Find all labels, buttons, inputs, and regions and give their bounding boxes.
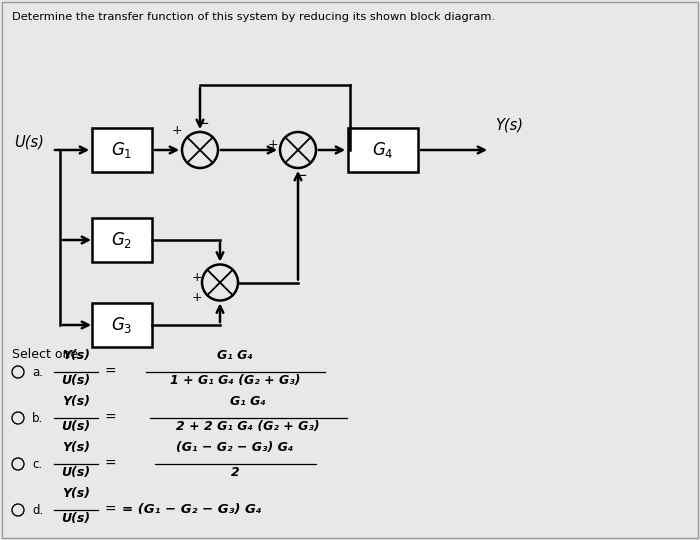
Text: U(s): U(s) — [62, 466, 90, 479]
Text: Y(s): Y(s) — [495, 118, 523, 132]
Text: b.: b. — [32, 411, 43, 424]
Text: $G_2$: $G_2$ — [111, 230, 132, 250]
FancyBboxPatch shape — [92, 303, 152, 347]
Text: a.: a. — [32, 366, 43, 379]
Text: 2: 2 — [230, 466, 239, 479]
Text: U(s): U(s) — [62, 420, 90, 433]
Text: Y(s): Y(s) — [62, 349, 90, 362]
Text: 1 + G₁ G₄ (G₂ + G₃): 1 + G₁ G₄ (G₂ + G₃) — [169, 374, 300, 387]
Text: −: − — [197, 117, 209, 132]
Text: U(s): U(s) — [62, 512, 90, 525]
FancyBboxPatch shape — [92, 128, 152, 172]
FancyBboxPatch shape — [92, 218, 152, 262]
Text: =: = — [104, 365, 116, 379]
Text: $G_4$: $G_4$ — [372, 140, 394, 160]
Text: c.: c. — [32, 457, 42, 470]
Text: =: = — [104, 411, 116, 425]
Text: Y(s): Y(s) — [62, 441, 90, 454]
Text: Y(s): Y(s) — [62, 487, 90, 500]
Text: Determine the transfer function of this system by reducing its shown block diagr: Determine the transfer function of this … — [12, 12, 495, 22]
Text: +: + — [172, 124, 182, 137]
Text: Select one:: Select one: — [12, 348, 83, 361]
Text: d.: d. — [32, 503, 43, 516]
Text: $G_1$: $G_1$ — [111, 140, 132, 160]
Text: =: = — [104, 503, 116, 517]
Text: = (G₁ − G₂ − G₃) G₄: = (G₁ − G₂ − G₃) G₄ — [122, 503, 262, 516]
Text: +: + — [267, 138, 279, 152]
Text: U(s): U(s) — [14, 134, 44, 150]
Text: +: + — [192, 291, 202, 304]
Text: G₁ G₄: G₁ G₄ — [230, 395, 266, 408]
FancyBboxPatch shape — [348, 128, 418, 172]
Text: U(s): U(s) — [62, 374, 90, 387]
Text: G₁ G₄: G₁ G₄ — [217, 349, 253, 362]
Text: =: = — [104, 457, 116, 471]
Text: +: + — [192, 271, 202, 284]
Text: (G₁ − G₂ − G₃) G₄: (G₁ − G₂ − G₃) G₄ — [176, 441, 294, 454]
Text: Y(s): Y(s) — [62, 395, 90, 408]
Text: 2 + 2 G₁ G₄ (G₂ + G₃): 2 + 2 G₁ G₄ (G₂ + G₃) — [176, 420, 320, 433]
Text: $G_3$: $G_3$ — [111, 315, 133, 335]
Text: −: − — [295, 168, 307, 184]
